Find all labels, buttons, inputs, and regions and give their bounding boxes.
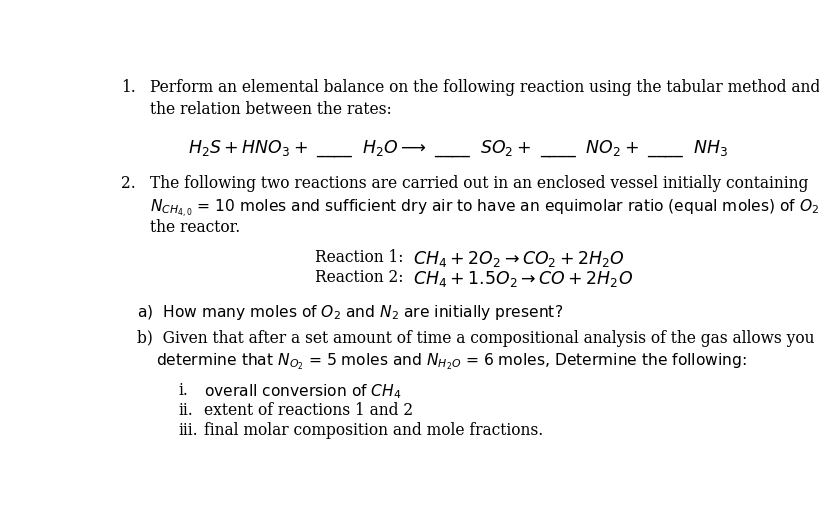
Text: $H_2S + HNO_3 +$ ____  $H_2O\longrightarrow$ ____  $SO_2 +$ ____  $NO_2 +$ ____ : $H_2S + HNO_3 +$ ____ $H_2O\longrightarr… bbox=[188, 138, 728, 158]
Text: i.: i. bbox=[179, 382, 188, 399]
Text: overall conversion of $CH_4$: overall conversion of $CH_4$ bbox=[204, 382, 401, 401]
Text: extent of reactions 1 and 2: extent of reactions 1 and 2 bbox=[204, 402, 413, 419]
Text: The following two reactions are carried out in an enclosed vessel initially cont: The following two reactions are carried … bbox=[150, 175, 808, 193]
Text: a)  How many moles of $O_2$ and $N_2$ are initially present?: a) How many moles of $O_2$ and $N_2$ are… bbox=[138, 304, 563, 322]
Text: $CH_4 + 2O_2 \rightarrow CO_2 + 2H_2O$: $CH_4 + 2O_2 \rightarrow CO_2 + 2H_2O$ bbox=[414, 249, 625, 269]
Text: ii.: ii. bbox=[179, 402, 193, 419]
Text: $CH_4 + 1.5O_2 \rightarrow CO + 2H_2O$: $CH_4 + 1.5O_2 \rightarrow CO + 2H_2O$ bbox=[414, 269, 634, 289]
Text: final molar composition and mole fractions.: final molar composition and mole fractio… bbox=[204, 422, 543, 439]
Text: $N_{CH_{4,0}}$ = 10 moles and sufficient dry air to have an equimolar ratio (equ: $N_{CH_{4,0}}$ = 10 moles and sufficient… bbox=[150, 197, 819, 219]
Text: iii.: iii. bbox=[179, 422, 198, 439]
Text: Reaction 1:: Reaction 1: bbox=[315, 249, 404, 266]
Text: the relation between the rates:: the relation between the rates: bbox=[150, 101, 391, 118]
Text: determine that $N_{O_2}$ = 5 moles and $N_{H_2O}$ = 6 moles, Determine the follo: determine that $N_{O_2}$ = 5 moles and $… bbox=[156, 351, 747, 372]
Text: Reaction 2:: Reaction 2: bbox=[315, 269, 404, 286]
Text: 2.: 2. bbox=[121, 175, 136, 193]
Text: the reactor.: the reactor. bbox=[150, 219, 240, 236]
Text: 1.: 1. bbox=[121, 79, 136, 96]
Text: Perform an elemental balance on the following reaction using the tabular method : Perform an elemental balance on the foll… bbox=[150, 79, 819, 96]
Text: b)  Given that after a set amount of time a compositional analysis of the gas al: b) Given that after a set amount of time… bbox=[138, 330, 819, 347]
